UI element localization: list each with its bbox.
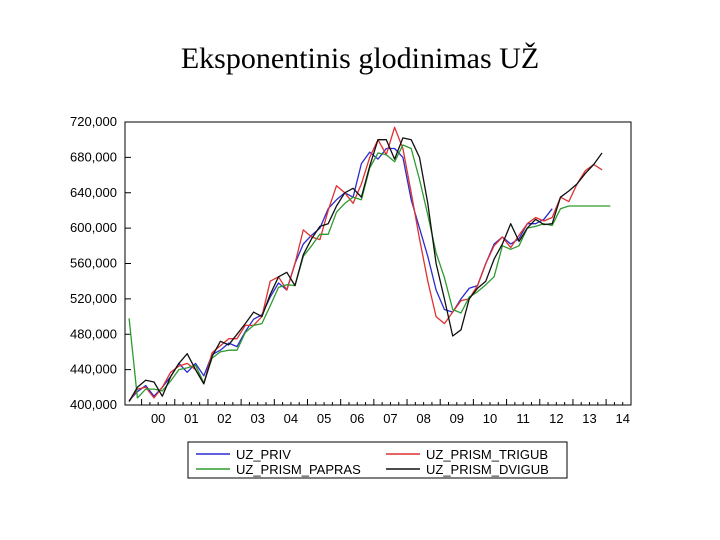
y-tick-label: 640,000 [70, 185, 117, 200]
y-tick-label: 680,000 [70, 149, 117, 164]
x-tick-label: 13 [582, 411, 596, 426]
x-tick-label: 00 [151, 411, 165, 426]
y-tick-label: 440,000 [70, 362, 117, 377]
x-tick-label: 01 [184, 411, 198, 426]
x-tick-label: 11 [516, 411, 530, 426]
legend-label-uz-prism-trigub: UZ_PRISM_TRIGUB [426, 447, 548, 462]
x-tick-label: 05 [317, 411, 331, 426]
x-tick-label: 08 [416, 411, 430, 426]
y-tick-label: 520,000 [70, 291, 117, 306]
x-tick-label: 06 [350, 411, 364, 426]
y-tick-label: 560,000 [70, 256, 117, 271]
y-tick-label: 600,000 [70, 220, 117, 235]
x-tick-label: 04 [284, 411, 298, 426]
legend-label-uz-prism-papras: UZ_PRISM_PAPRAS [236, 462, 361, 477]
x-tick-label: 10 [483, 411, 497, 426]
x-tick-label: 03 [250, 411, 264, 426]
chart-frame [124, 121, 632, 406]
legend-label-uz-priv: UZ_PRIV [236, 447, 291, 462]
legend-box [187, 441, 568, 479]
x-tick-label: 09 [450, 411, 464, 426]
x-tick-label: 02 [217, 411, 231, 426]
legend-label-uz-prism-dvigub: UZ_PRISM_DVIGUB [426, 462, 549, 477]
legend: UZ_PRIV UZ_PRISM_TRIGUB UZ_PRISM_PAPRAS … [187, 441, 568, 479]
x-axis: 00 01 02 03 04 05 06 07 08 09 10 11 12 13 14 [141, 399, 632, 426]
y-axis: 400,000 440,000 480,000 520,000 560,000 600,0… [70, 114, 131, 412]
series-lines [128, 126, 611, 402]
series-line-uz-prism-papras [128, 144, 611, 399]
y-tick-label: 400,000 [70, 397, 117, 412]
y-tick-label: 480,000 [70, 326, 117, 341]
y-tick-label: 720,000 [70, 114, 117, 129]
x-tick-label: 14 [615, 411, 629, 426]
series-line-uz-prism-trigub [128, 126, 603, 402]
slide-title: Eksponentinis glodinimas UŽ [180, 42, 540, 75]
x-tick-label: 12 [549, 411, 563, 426]
series-line-uz-prism-dvigub [128, 137, 603, 402]
x-tick-label: 07 [383, 411, 397, 426]
